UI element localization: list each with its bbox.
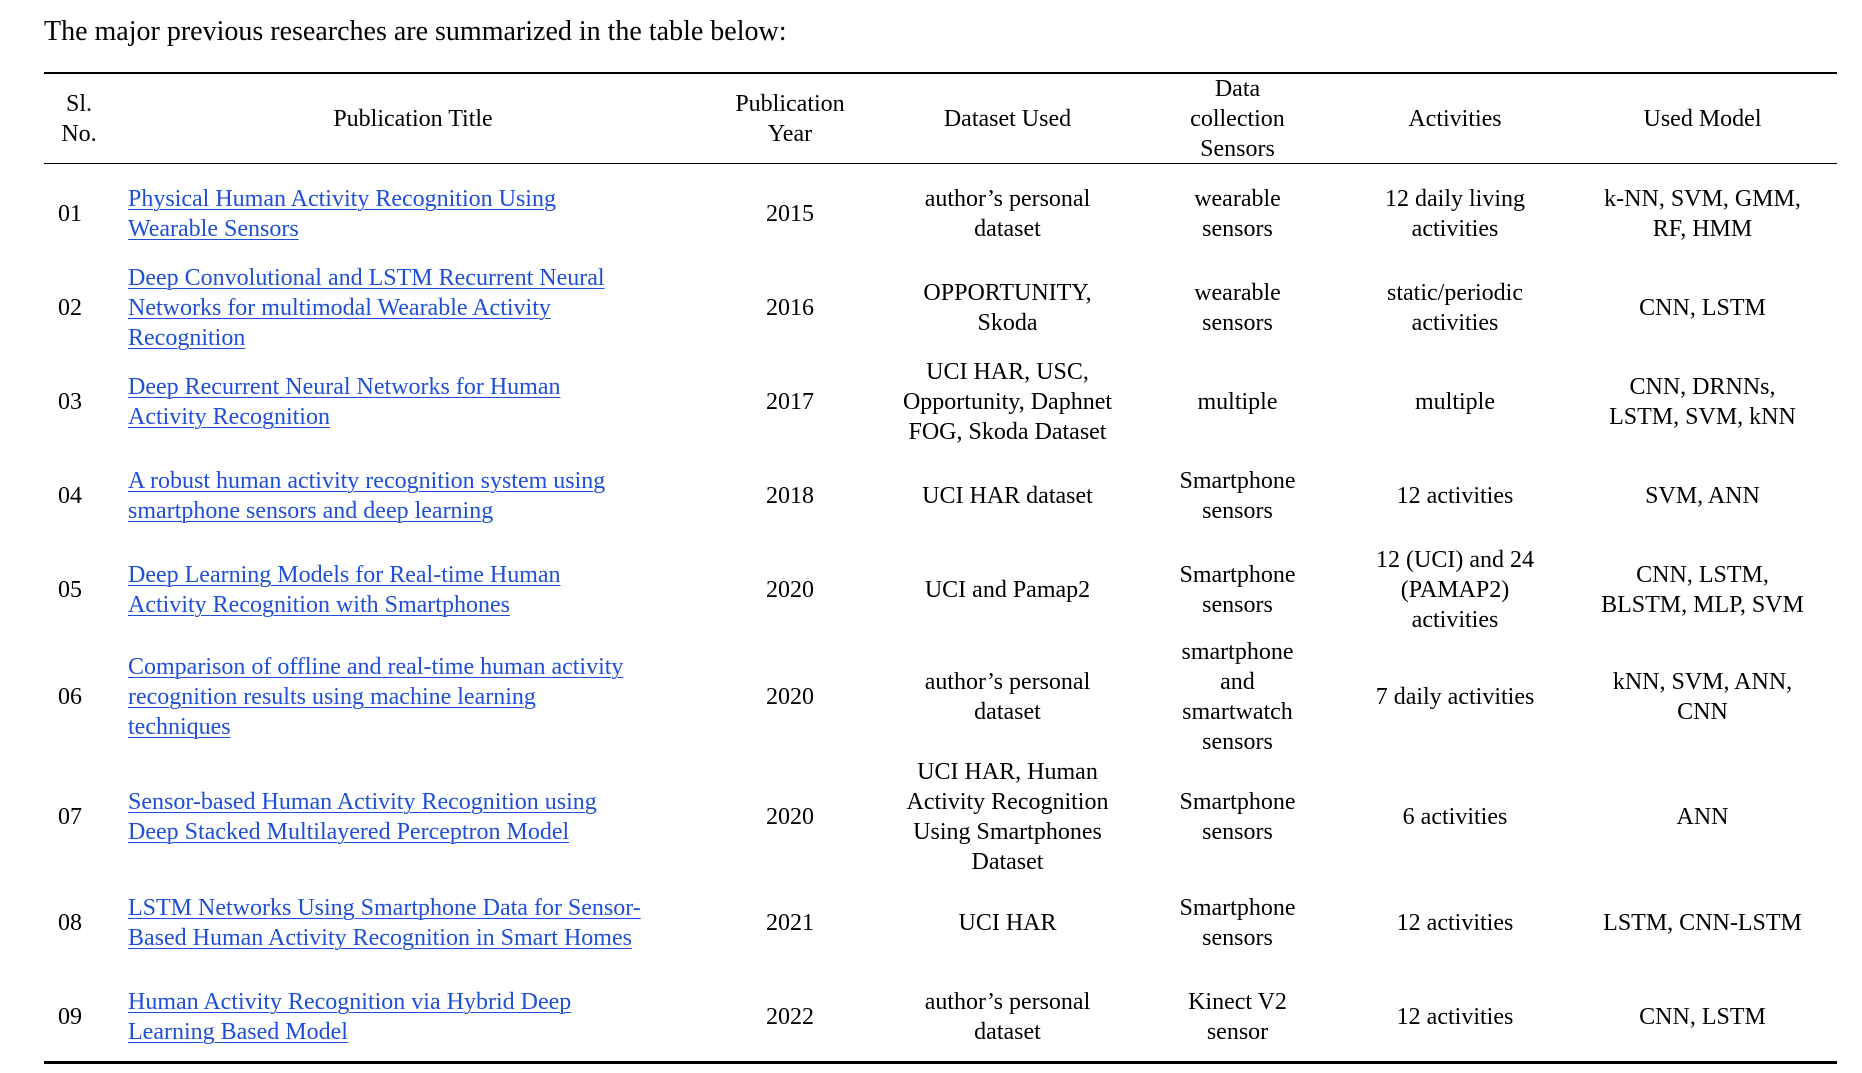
row-06-title[interactable]: Comparison of offline and real-time huma… [128, 641, 698, 753]
intro-text: The major previous researches are summar… [44, 16, 787, 47]
table-bottom-rule [44, 1061, 1837, 1064]
row-05-year: 2020 [766, 577, 814, 603]
row-02-dataset: OPPORTUNITY, Skoda [923, 280, 1092, 336]
row-09-sl: 09 [58, 1004, 82, 1030]
row-09-dataset: author’s personal dataset [924, 989, 1091, 1045]
row-08-title[interactable]: LSTM Networks Using Smartphone Data for … [128, 883, 698, 963]
row-06-sensors: smartphone and smartwatch sensors [1181, 639, 1294, 755]
row-09-title[interactable]: Human Activity Recognition via Hybrid De… [128, 977, 698, 1057]
header-activities: Activities [1408, 106, 1502, 132]
row-07-year: 2020 [766, 804, 814, 830]
row-06-model: kNN, SVM, ANN, CNN [1612, 669, 1793, 725]
row-07-dataset: UCI HAR, Human Activity Recognition Usin… [906, 759, 1109, 875]
row-02-year: 2016 [766, 295, 814, 321]
header-data-collection-sensors: Data collection Sensors [1190, 76, 1285, 162]
row-03-sensors: multiple [1197, 389, 1278, 415]
row-01-activities: 12 daily living activities [1385, 186, 1525, 242]
row-07-sensors: Smartphone sensors [1179, 789, 1296, 845]
publication-link[interactable]: Deep Recurrent Neural Networks for Human… [128, 374, 561, 430]
row-06-year: 2020 [766, 684, 814, 710]
row-04-sl: 04 [58, 483, 82, 509]
row-04-sensors: Smartphone sensors [1179, 468, 1296, 524]
row-06-activities: 7 daily activities [1375, 684, 1535, 710]
row-01-model: k-NN, SVM, GMM, RF, HMM [1604, 186, 1801, 242]
row-02-title[interactable]: Deep Convolutional and LSTM Recurrent Ne… [128, 258, 698, 358]
row-08-sl: 08 [58, 910, 82, 936]
row-05-sensors: Smartphone sensors [1179, 562, 1296, 618]
row-01-year: 2015 [766, 201, 814, 227]
row-09-year: 2022 [766, 1004, 814, 1030]
row-06-sl: 06 [58, 684, 82, 710]
row-05-sl: 05 [58, 577, 82, 603]
row-03-activities: multiple [1415, 389, 1495, 415]
row-03-year: 2017 [766, 389, 814, 415]
header-used-model: Used Model [1643, 106, 1762, 132]
row-04-year: 2018 [766, 483, 814, 509]
row-04-title[interactable]: A robust human activity recognition syst… [128, 456, 698, 536]
row-01-sensors: wearable sensors [1194, 186, 1281, 242]
row-02-sl: 02 [58, 295, 82, 321]
row-03-sl: 03 [58, 389, 82, 415]
row-07-title[interactable]: Sensor-based Human Activity Recognition … [128, 757, 698, 877]
row-08-year: 2021 [766, 910, 814, 936]
header-publication-year: Publication Year [735, 91, 845, 147]
row-03-title[interactable]: Deep Recurrent Neural Networks for Human… [128, 354, 698, 450]
row-09-sensors: Kinect V2 sensor [1188, 989, 1287, 1045]
table-header-rule [44, 163, 1837, 164]
row-08-activities: 12 activities [1396, 910, 1514, 936]
row-06-dataset: author’s personal dataset [924, 669, 1091, 725]
row-01-sl: 01 [58, 201, 82, 227]
row-03-dataset: UCI HAR, USC, Opportunity, Daphnet FOG, … [902, 359, 1113, 445]
row-02-model: CNN, LSTM [1639, 295, 1766, 321]
row-02-activities: static/periodic activities [1387, 280, 1523, 336]
row-09-activities: 12 activities [1396, 1004, 1514, 1030]
row-08-sensors: Smartphone sensors [1179, 895, 1296, 951]
publication-link[interactable]: Human Activity Recognition via Hybrid De… [128, 989, 572, 1045]
publication-link[interactable]: A robust human activity recognition syst… [128, 468, 606, 524]
row-05-activities: 12 (UCI) and 24 (PAMAP2) activities [1376, 547, 1534, 633]
row-04-activities: 12 activities [1396, 483, 1514, 509]
row-08-model: LSTM, CNN-LSTM [1603, 910, 1802, 936]
row-03-model: CNN, DRNNs, LSTM, SVM, kNN [1609, 374, 1796, 430]
row-07-sl: 07 [58, 804, 82, 830]
row-05-model: CNN, LSTM, BLSTM, MLP, SVM [1601, 562, 1804, 618]
row-04-model: SVM, ANN [1645, 483, 1760, 509]
publication-link[interactable]: LSTM Networks Using Smartphone Data for … [128, 895, 641, 951]
table-top-rule [44, 72, 1837, 74]
row-09-model: CNN, LSTM [1639, 1004, 1766, 1030]
publication-link[interactable]: Comparison of offline and real-time huma… [128, 654, 624, 740]
row-07-model: ANN [1676, 804, 1729, 830]
row-07-activities: 6 activities [1402, 804, 1508, 830]
publication-link[interactable]: Sensor-based Human Activity Recognition … [128, 789, 597, 845]
publication-link[interactable]: Physical Human Activity Recognition Usin… [128, 186, 556, 242]
row-05-dataset: UCI and Pamap2 [924, 577, 1091, 603]
header-dataset-used: Dataset Used [943, 106, 1072, 132]
row-01-dataset: author’s personal dataset [924, 186, 1091, 242]
row-05-title[interactable]: Deep Learning Models for Real-time Human… [128, 542, 698, 638]
row-08-dataset: UCI HAR [958, 910, 1057, 936]
publication-link[interactable]: Deep Convolutional and LSTM Recurrent Ne… [128, 265, 605, 351]
header-publication-title: Publication Title [333, 106, 493, 132]
header-sl-no: Sl. No. [61, 91, 97, 147]
publication-link[interactable]: Deep Learning Models for Real-time Human… [128, 562, 561, 618]
row-04-dataset: UCI HAR dataset [922, 483, 1093, 509]
row-02-sensors: wearable sensors [1194, 280, 1281, 336]
row-01-title[interactable]: Physical Human Activity Recognition Usin… [128, 174, 698, 254]
